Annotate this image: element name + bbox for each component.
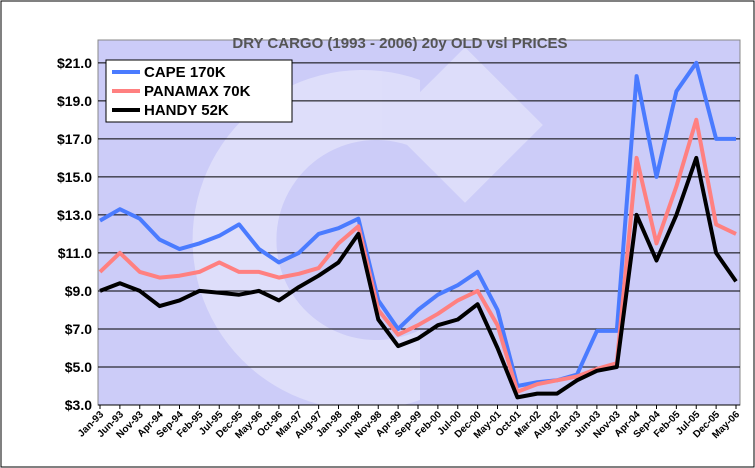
chart-title: DRY CARGO (1993 - 2006) 20y OLD vsl PRIC… [232, 35, 567, 52]
y-tick-label: $5.0 [65, 359, 92, 375]
y-tick-label: $3.0 [65, 397, 92, 413]
series-line [98, 117, 737, 394]
y-tick-label: $15.0 [57, 169, 92, 185]
y-tick-label: $19.0 [57, 93, 92, 109]
y-tick-label: $9.0 [65, 283, 92, 299]
y-tick-label: $21.0 [57, 55, 92, 71]
y-tick-label: $7.0 [65, 321, 92, 337]
series-line [99, 155, 738, 400]
legend-label: CAPE 170K [144, 64, 226, 81]
legend-label: HANDY 52K [144, 102, 229, 119]
legend-label: PANAMAX 70K [144, 83, 251, 100]
y-tick-label: $17.0 [57, 131, 92, 147]
y-tick-label: $13.0 [57, 207, 92, 223]
watermark [192, 47, 543, 410]
series-line [99, 60, 736, 388]
y-tick-label: $11.0 [58, 245, 92, 261]
